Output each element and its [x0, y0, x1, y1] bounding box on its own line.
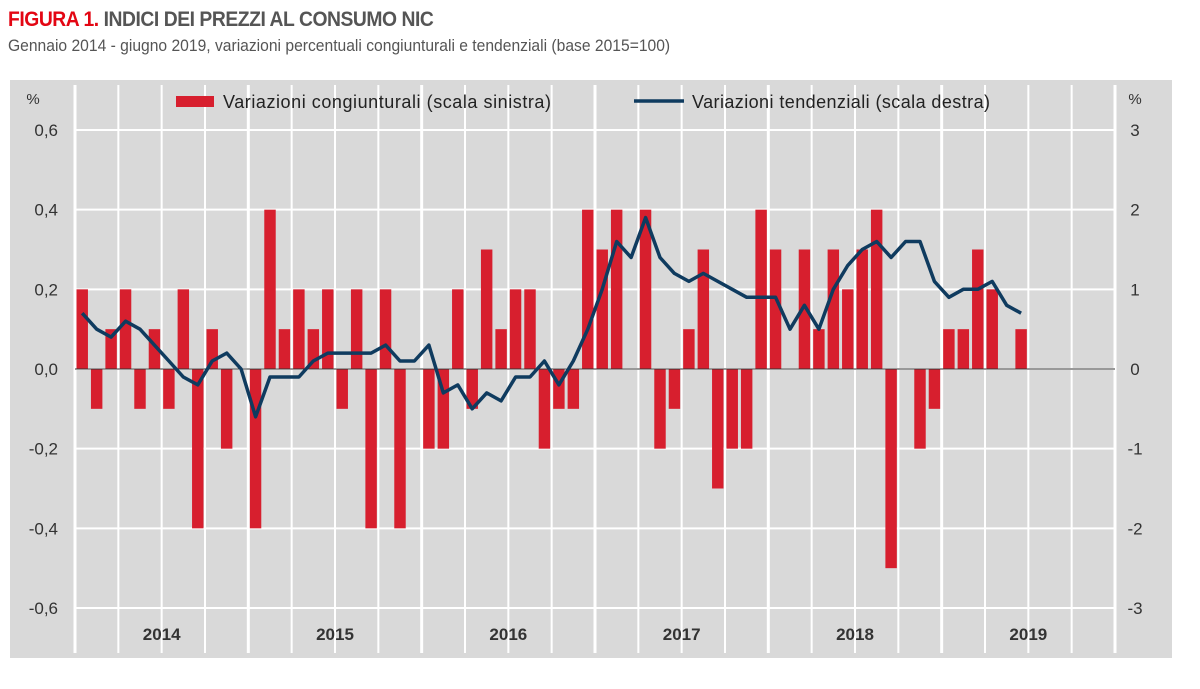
bar — [972, 249, 984, 369]
bar — [76, 289, 88, 369]
bar — [769, 249, 782, 369]
right-axis-unit: % — [1128, 91, 1141, 108]
bar — [452, 289, 464, 369]
bar — [509, 289, 522, 369]
bar — [220, 369, 233, 449]
legend-label-line: Variazioni tendenziali (scala destra) — [692, 92, 990, 112]
bar — [524, 289, 536, 369]
x-tick-label: 2016 — [489, 625, 527, 644]
figure-number: FIGURA 1. — [8, 8, 99, 31]
bar — [928, 369, 941, 409]
bar — [437, 369, 450, 449]
bar — [914, 369, 926, 449]
right-tick-label: 0 — [1130, 360, 1139, 379]
bar — [379, 289, 392, 369]
bar — [683, 329, 695, 369]
bar — [943, 329, 955, 369]
bar — [885, 369, 897, 569]
bar — [423, 369, 435, 449]
bar — [870, 209, 883, 369]
bar — [856, 249, 868, 369]
bar — [249, 369, 262, 529]
title-text: INDICI DEI PREZZI AL CONSUMO NIC — [103, 8, 434, 31]
bar — [119, 289, 132, 369]
bar — [740, 369, 753, 449]
bar — [654, 369, 666, 449]
bar — [365, 369, 377, 529]
bar — [582, 209, 594, 369]
bar — [567, 369, 580, 409]
left-tick-label: -0,6 — [29, 599, 58, 618]
bar — [480, 249, 493, 369]
bar — [553, 369, 565, 409]
legend-swatch-bar — [176, 96, 214, 107]
bar — [610, 209, 623, 369]
left-axis-unit: % — [26, 91, 39, 108]
x-tick-label: 2015 — [316, 625, 354, 644]
bar — [307, 329, 320, 369]
right-tick-label: -1 — [1127, 440, 1142, 459]
x-tick-label: 2014 — [143, 625, 181, 644]
bar — [264, 209, 276, 369]
left-tick-label: 0,4 — [34, 201, 58, 220]
x-tick-label: 2017 — [663, 625, 701, 644]
bar — [495, 329, 507, 369]
bar — [350, 289, 363, 369]
right-tick-label: 1 — [1130, 280, 1139, 299]
left-tick-label: 0,0 — [34, 360, 58, 379]
bar — [134, 369, 146, 409]
bar — [755, 209, 767, 369]
bar — [148, 329, 161, 369]
bar — [394, 369, 406, 529]
bar — [668, 369, 681, 409]
bar — [1015, 329, 1027, 369]
bar — [177, 289, 190, 369]
bar — [798, 249, 811, 369]
legend-label-bar: Variazioni congiunturali (scala sinistra… — [223, 92, 551, 112]
left-tick-label: 0,2 — [34, 280, 58, 299]
chart-title: FIGURA 1. INDICI DEI PREZZI AL CONSUMO N… — [8, 8, 434, 32]
bar — [163, 369, 175, 409]
bar — [278, 329, 291, 369]
left-tick-label: -0,4 — [29, 519, 58, 538]
bar — [813, 329, 825, 369]
bar — [596, 249, 608, 369]
bar — [90, 369, 103, 409]
bar — [697, 249, 710, 369]
left-tick-label: -0,2 — [29, 440, 58, 459]
bar — [986, 289, 998, 369]
bar — [726, 369, 738, 449]
x-tick-label: 2018 — [836, 625, 874, 644]
bar — [639, 209, 652, 369]
bar — [293, 289, 305, 369]
right-tick-label: 3 — [1130, 121, 1139, 140]
bar — [466, 369, 478, 409]
bar — [827, 249, 840, 369]
bar — [842, 289, 854, 369]
left-tick-label: 0,6 — [34, 121, 58, 140]
bar — [206, 329, 218, 369]
series-line-tendenziali — [80, 215, 1022, 419]
x-tick-label: 2019 — [1009, 625, 1047, 644]
bar — [538, 369, 551, 449]
bar — [712, 369, 724, 489]
right-tick-label: 2 — [1130, 201, 1139, 220]
bar — [322, 289, 334, 369]
right-tick-label: -3 — [1127, 599, 1142, 618]
bar — [192, 369, 204, 529]
chart-subtitle: Gennaio 2014 - giugno 2019, variazioni p… — [8, 36, 671, 55]
right-tick-label: -2 — [1127, 519, 1142, 538]
bar — [957, 329, 970, 369]
bar — [336, 369, 348, 409]
bar — [105, 329, 117, 369]
